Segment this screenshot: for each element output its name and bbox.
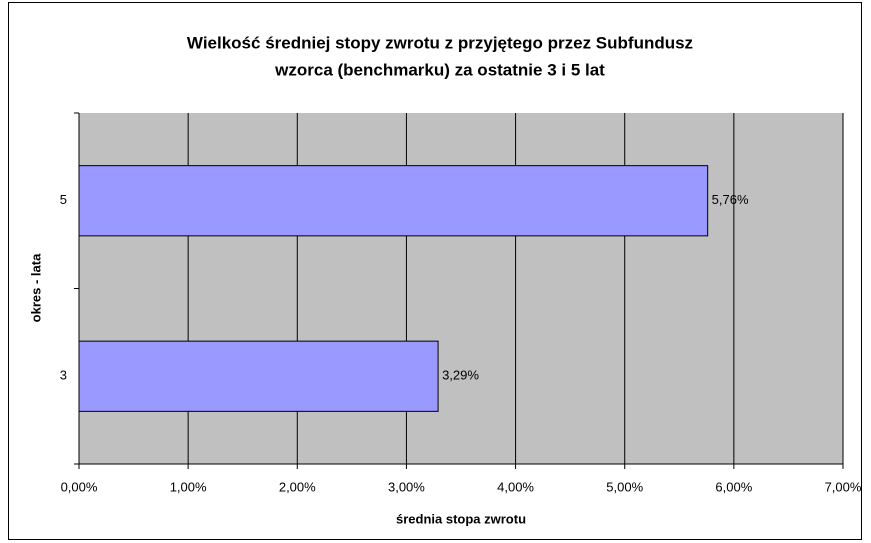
x-tick-label: 2,00%	[279, 479, 316, 494]
value-label: 3,29%	[442, 368, 479, 383]
x-tick-label: 4,00%	[497, 479, 534, 494]
bar	[78, 340, 439, 412]
x-axis-title: średnia stopa zwrotu	[396, 511, 526, 526]
chart-title: wzorca (benchmarku) za ostatnie 3 i 5 la…	[274, 60, 605, 79]
x-tick-label: 6,00%	[715, 479, 752, 494]
x-tick-label: 3,00%	[388, 479, 425, 494]
x-tick-label: 0,00%	[61, 479, 98, 494]
chart-title: Wielkość średniej stopy zwrotu z przyjęt…	[187, 33, 693, 52]
y-tick-label: 5	[60, 192, 67, 207]
y-tick-label: 3	[60, 368, 67, 383]
y-axis-title: okres - lata	[28, 253, 43, 322]
x-tick-label: 1,00%	[170, 479, 207, 494]
bar	[78, 165, 709, 237]
value-label: 5,76%	[712, 192, 749, 207]
x-tick-label: 5,00%	[606, 479, 643, 494]
x-tick-label: 7,00%	[825, 479, 862, 494]
